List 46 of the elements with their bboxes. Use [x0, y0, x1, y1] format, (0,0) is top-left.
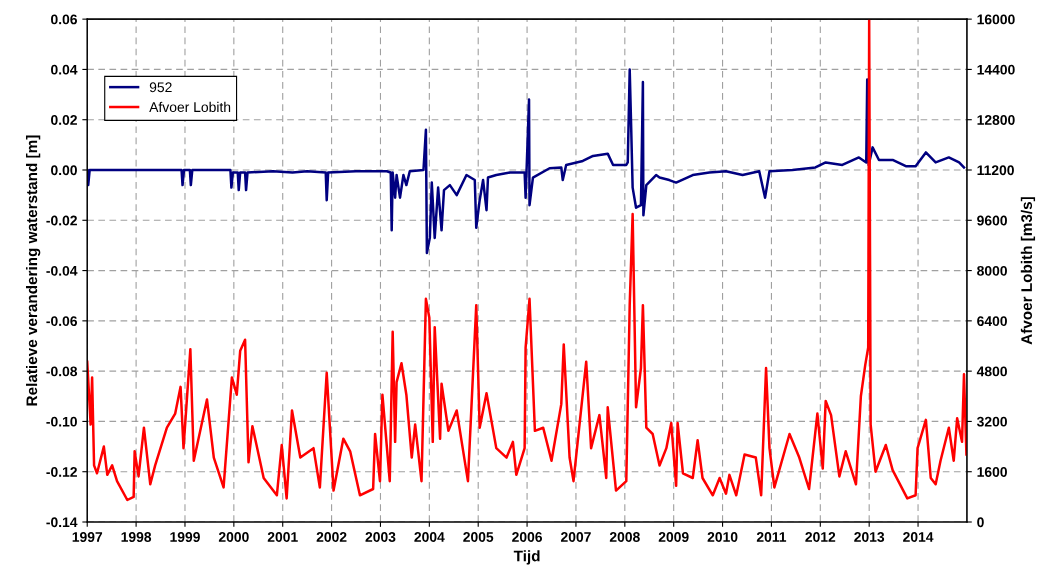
x-tick-label: 2003: [365, 532, 396, 542]
x-tick-label: 2010: [707, 532, 738, 542]
x-tick-label: 1999: [170, 532, 200, 542]
y2-tick-label: 12800: [977, 115, 1015, 125]
x-tick-label: 2007: [560, 532, 591, 542]
x-tick-label: 2011: [756, 532, 787, 542]
line-series: [87, 68, 966, 255]
y2-tick-label: 8000: [977, 265, 1007, 276]
x-tick-label: 2013: [854, 532, 885, 542]
x-tick-label: 1997: [72, 532, 103, 542]
y2-tick-label: 11200: [977, 165, 1014, 176]
legend-label: 952: [149, 82, 172, 93]
y2-tick-label: 1600: [977, 467, 1007, 477]
x-tick-label: 2014: [903, 532, 934, 542]
x-axis-title: Tijd: [513, 550, 540, 565]
x-tick-label: 2001: [267, 532, 298, 542]
y-tick-label: 0.02: [51, 115, 77, 125]
y-tick-label: -0.06: [46, 316, 78, 327]
y-tick-label: -0.04: [46, 265, 78, 276]
x-tick-label: 2002: [316, 532, 347, 542]
x-tick-label: 2006: [512, 532, 543, 542]
y-tick-label: -0.14: [46, 517, 78, 528]
y-tick-label: 0.04: [51, 64, 78, 75]
y2-tick-label: 0: [977, 517, 984, 528]
x-tick-label: 2000: [218, 532, 249, 542]
y-tick-label: 0.00: [51, 165, 77, 176]
y-tick-label: -0.10: [46, 416, 77, 427]
x-tick-label: 2008: [609, 532, 640, 542]
y-tick-label: 0.06: [51, 14, 78, 25]
y2-tick-label: 14400: [977, 64, 1015, 75]
y-axis-title: Relatieve verandering waterstand [m]: [25, 135, 41, 406]
y2-tick-label: 6400: [977, 316, 1007, 327]
y-tick-label: -0.02: [46, 215, 77, 226]
x-tick-label: 2009: [658, 532, 689, 542]
y-tick-label: -0.08: [46, 366, 78, 377]
y-tick-label: -0.12: [46, 467, 77, 477]
y2-tick-label: 3200: [976, 416, 1007, 427]
x-tick-label: 2004: [414, 532, 445, 542]
x-tick-label: 1998: [121, 532, 152, 542]
y2-tick-label: 16000: [977, 14, 1015, 25]
y2-tick-label: 4800: [976, 366, 1007, 377]
y2-tick-label: 9600: [977, 215, 1007, 226]
x-tick-label: 2012: [805, 532, 836, 542]
legend-label: Afvoer Lobith: [149, 101, 231, 113]
y2-axis-title: Afvoer Lobith [m3/s]: [1020, 197, 1036, 345]
x-tick-label: 2005: [463, 532, 494, 542]
